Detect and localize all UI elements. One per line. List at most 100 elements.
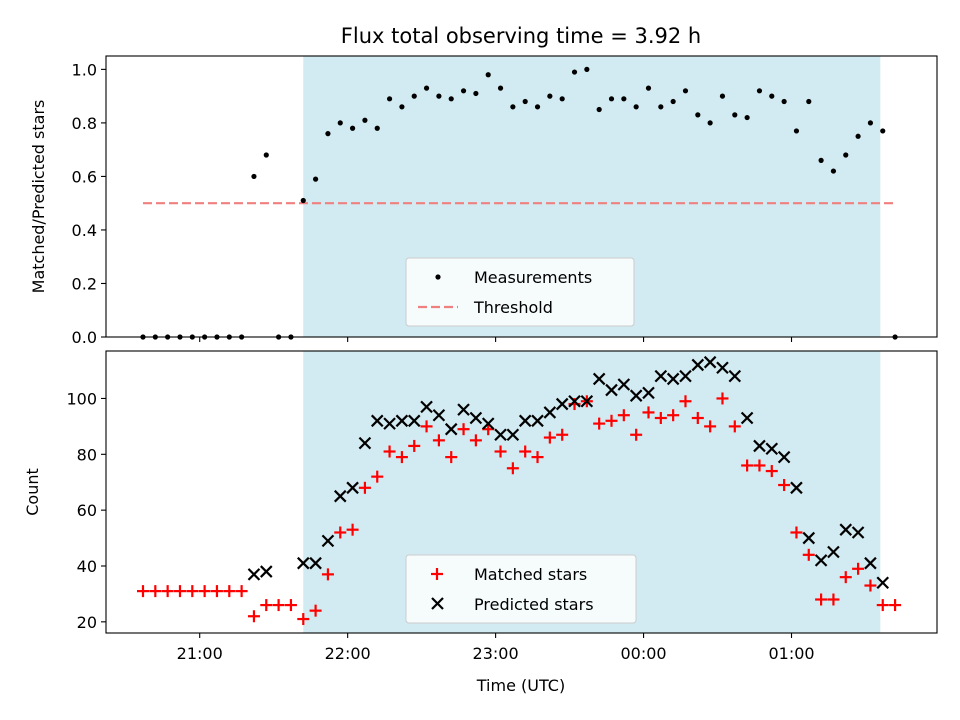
y-tick-label: 1.0 — [72, 60, 97, 79]
matched-stars-point — [519, 445, 532, 458]
measurements-point — [399, 104, 405, 110]
matched-stars-point — [827, 593, 840, 606]
ratio-y-axis-label: Matched/Predicted stars — [29, 100, 48, 294]
matched-stars-point — [297, 613, 310, 626]
measurements-point — [695, 112, 701, 118]
predicted-stars-point — [679, 369, 692, 383]
matched-stars-point — [716, 392, 729, 405]
predicted-stars-point — [469, 411, 483, 425]
measurements-point — [349, 125, 356, 131]
star-count-points — [136, 355, 902, 626]
matched-stars-point — [198, 585, 211, 598]
measurements-point — [781, 98, 787, 105]
predicted-stars-point — [827, 545, 840, 559]
measurements-point — [818, 157, 824, 163]
measurements-point — [460, 88, 467, 94]
matched-stars-point — [876, 599, 889, 612]
ratio-y-ticks: 0.0 0.2 0.4 0.6 0.8 1.0 — [72, 60, 106, 347]
measurements-point — [325, 131, 331, 137]
matched-stars-point — [753, 459, 766, 472]
measurements-point — [645, 85, 652, 91]
predicted-stars-point — [432, 408, 446, 422]
measurements-point — [806, 98, 812, 105]
matched-stars-point — [284, 599, 297, 612]
predicted-stars-point — [740, 411, 754, 425]
matched-stars-point — [593, 417, 606, 430]
predicted-stars-point — [420, 400, 433, 414]
predicted-stars-point — [629, 389, 643, 402]
x-axis-label: Time (UTC) — [476, 676, 565, 695]
ratio-axes-frame — [105, 55, 938, 338]
predicted-stars-point — [358, 436, 372, 450]
predicted-stars-point — [531, 414, 544, 428]
predicted-stars-point — [864, 556, 877, 570]
predicted-stars-point — [444, 422, 458, 436]
predicted-stars-point — [481, 417, 495, 430]
x-tick-label: 01:00 — [768, 644, 814, 663]
predicted-stars-point — [703, 355, 717, 369]
predicted-stars-point — [346, 481, 359, 495]
y-tick-label: 60 — [77, 501, 97, 520]
measurements-point — [793, 128, 800, 134]
predicted-stars-point — [691, 358, 705, 372]
matched-stars-point — [235, 585, 248, 598]
matched-stars-point — [371, 470, 384, 483]
count-axes-frame — [105, 350, 938, 634]
measurements-point — [312, 176, 319, 182]
matched-legend-marker — [431, 568, 443, 580]
matched-stars-point — [642, 406, 655, 419]
measurements-point — [769, 93, 775, 99]
matched-stars-point — [408, 439, 421, 452]
measurements-point — [337, 120, 343, 126]
count-legend: Matched stars Predicted stars — [405, 554, 637, 624]
predicted-stars-point — [728, 369, 742, 383]
predicted-stars-point — [321, 534, 335, 548]
matched-stars-point — [272, 599, 285, 612]
matched-stars-point — [346, 523, 359, 536]
y-tick-label: 0.0 — [72, 328, 97, 347]
measurements-point — [497, 85, 504, 91]
predicted-stars-point — [555, 397, 569, 411]
measurements-point — [744, 114, 750, 121]
measurements-point — [584, 66, 590, 72]
predicted-stars-point — [642, 386, 655, 400]
predicted-stars-point — [790, 481, 803, 495]
matched-stars-point — [210, 585, 223, 598]
threshold-legend-label: Threshold — [473, 298, 553, 317]
matched-stars-point — [765, 465, 778, 478]
matched-stars-point — [358, 481, 371, 494]
measurements-point — [374, 125, 380, 131]
predicted-stars-point — [494, 428, 507, 442]
count-legend-box — [405, 554, 637, 624]
measurements-point — [251, 173, 257, 180]
matched-stars-point — [247, 610, 260, 623]
matched-stars-point — [383, 445, 396, 458]
predicted-stars-point — [605, 383, 618, 397]
matched-stars-point — [223, 585, 236, 598]
predicted-stars-point — [395, 414, 409, 428]
y-tick-label: 20 — [77, 613, 97, 632]
predicted-stars-point — [753, 439, 766, 453]
measurements-point — [485, 72, 491, 78]
matched-stars-point — [679, 395, 692, 408]
matched-stars-point — [309, 604, 322, 617]
matched-stars-point — [506, 462, 519, 475]
matched-stars-point — [334, 526, 347, 539]
x-tick-label: 00:00 — [621, 644, 667, 663]
measurements-legend-label: Measurements — [474, 268, 592, 287]
matched-stars-point — [531, 451, 544, 464]
matched-stars-point — [852, 562, 865, 575]
measurements-point — [411, 93, 417, 99]
measurements-point — [830, 168, 837, 174]
measurements-point — [534, 104, 541, 110]
predicted-stars-point — [260, 565, 273, 578]
measurements-point — [880, 128, 886, 134]
matched-stars-point — [482, 423, 495, 436]
measurements-point — [756, 88, 763, 94]
ratio-panel: 0.0 0.2 0.4 0.6 0.8 1.0 Matched/Predicted sta… — [29, 55, 938, 347]
count-x-ticks: 21:00 22:00 23:00 00:00 01:00 — [177, 633, 815, 663]
predicted-stars-point — [333, 489, 347, 503]
matched-stars-point — [864, 579, 877, 592]
predicted-stars-point — [383, 417, 396, 430]
measurements-point — [423, 85, 430, 91]
